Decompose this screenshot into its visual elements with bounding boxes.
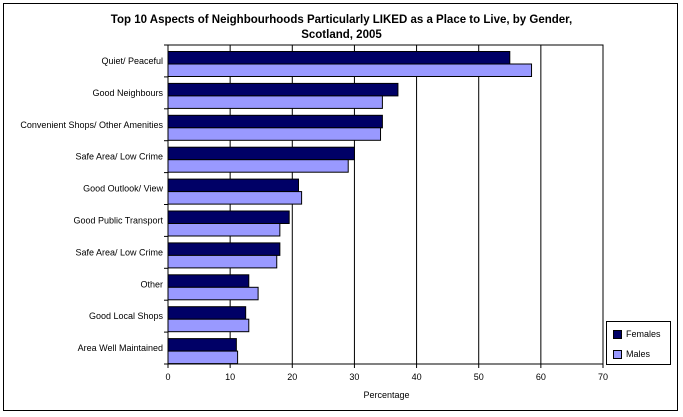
category-label: Good Outlook/ View — [83, 184, 163, 194]
chart-title-line-1: Top 10 Aspects of Neighbourhoods Particu… — [110, 14, 573, 26]
legend-label-males: Males — [626, 349, 651, 359]
bar-males — [167, 223, 281, 237]
category-label: Safe Area/ Low Crime — [75, 247, 163, 257]
bar-males — [167, 318, 250, 333]
bar-females — [167, 274, 250, 288]
category-label: Other — [140, 279, 163, 289]
bar-females — [167, 82, 399, 97]
x-tick-label: 50 — [474, 372, 484, 382]
bar-males — [167, 350, 239, 365]
x-tick-label: 40 — [412, 372, 422, 382]
category-label: Good Local Shops — [89, 311, 164, 321]
x-tick-label: 20 — [287, 372, 297, 382]
chart-title-line-2: Scotland, 2005 — [301, 29, 382, 41]
bar-females — [167, 242, 281, 256]
x-tick-label: 30 — [349, 372, 359, 382]
x-tick-label: 60 — [536, 372, 546, 382]
legend-swatch-males — [613, 349, 622, 359]
bar-males — [167, 254, 278, 269]
category-label: Area Well Maintained — [78, 343, 163, 353]
bar-males — [167, 191, 303, 205]
bar-females — [167, 210, 290, 224]
bar-females — [167, 51, 511, 65]
bar-males — [167, 286, 259, 301]
x-tick-label: 70 — [598, 372, 608, 382]
bar-males — [167, 95, 383, 109]
category-label: Good Public Transport — [73, 215, 163, 225]
bar-males — [167, 159, 349, 173]
category-label: Safe Area/ Low Crime — [75, 152, 163, 162]
category-label: Convenient Shops/ Other Amenities — [20, 120, 163, 130]
bar-males — [167, 127, 382, 141]
x-tick-label: 10 — [225, 372, 235, 382]
legend: Females Males — [606, 321, 671, 365]
chart-title: Top 10 Aspects of Neighbourhoods Particu… — [0, 13, 683, 43]
bar-females — [167, 338, 237, 352]
legend-item-females: Females — [613, 328, 661, 340]
legend-item-males: Males — [613, 348, 650, 360]
bar-males — [167, 63, 533, 77]
legend-swatch-females — [613, 329, 622, 339]
x-tick-label: 0 — [165, 372, 170, 382]
category-label: Good Neighbours — [92, 88, 163, 98]
bar-females — [167, 306, 247, 320]
bar-females — [167, 114, 383, 129]
x-axis-label: Percentage — [363, 390, 409, 400]
category-label: Quiet/ Peaceful — [101, 56, 163, 66]
bar-females — [167, 178, 299, 193]
legend-label-females: Females — [626, 329, 661, 339]
bar-females — [167, 146, 355, 161]
